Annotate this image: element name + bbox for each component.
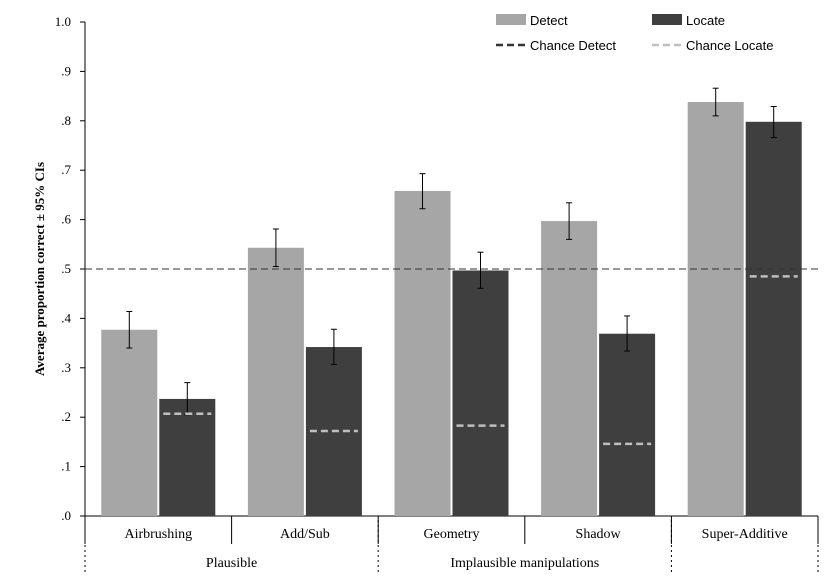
legend-locate-swatch [652, 14, 682, 25]
y-tick-label: .7 [61, 162, 71, 177]
bar-detect [687, 102, 744, 516]
bar-detect [541, 221, 598, 516]
y-tick-label: .2 [61, 409, 71, 424]
bar-locate [452, 270, 509, 516]
bar-locate [159, 398, 216, 516]
y-tick-label: .0 [61, 508, 71, 523]
y-tick-label: .8 [61, 113, 71, 128]
legend-locate-label: Locate [686, 13, 725, 28]
category-label: Add/Sub [280, 527, 330, 542]
bar-locate [745, 121, 802, 517]
category-label: Super-Additive [702, 527, 788, 542]
group-label: Plausible [206, 556, 257, 571]
category-label: Geometry [424, 527, 480, 542]
reference-lines [85, 268, 818, 446]
error-bars [126, 87, 777, 416]
y-tick-label: .6 [61, 212, 71, 227]
category-label: Airbrushing [124, 527, 192, 542]
legend-chance-locate-label: Chance Locate [686, 38, 773, 53]
labels: Airbrushing Add/Sub Geometry Shadow Super-Ad… [124, 527, 787, 571]
category-label: Shadow [576, 527, 622, 542]
y-tick-label: 1.0 [55, 14, 71, 29]
legend-chance-detect-label: Chance Detect [530, 38, 616, 53]
y-tick-label: .3 [61, 360, 71, 375]
y-tick-label: .9 [61, 63, 71, 78]
bars [101, 102, 802, 517]
y-tick-label: .1 [61, 459, 71, 474]
group-label: Implausible manipulations [450, 556, 599, 571]
legend: Detect Locate Chance Detect Chance Locate [496, 13, 773, 53]
bar-detect [247, 247, 304, 516]
bar-detect [101, 329, 158, 516]
legend-detect-swatch [496, 14, 526, 25]
y-tick-label: .4 [61, 310, 71, 325]
legend-detect-label: Detect [530, 13, 568, 28]
bar-detect [394, 190, 451, 516]
y-tick-label: .5 [61, 261, 71, 276]
bar-locate [599, 333, 656, 516]
y-axis-label: Average proportion correct ± 95% CIs [32, 162, 47, 376]
